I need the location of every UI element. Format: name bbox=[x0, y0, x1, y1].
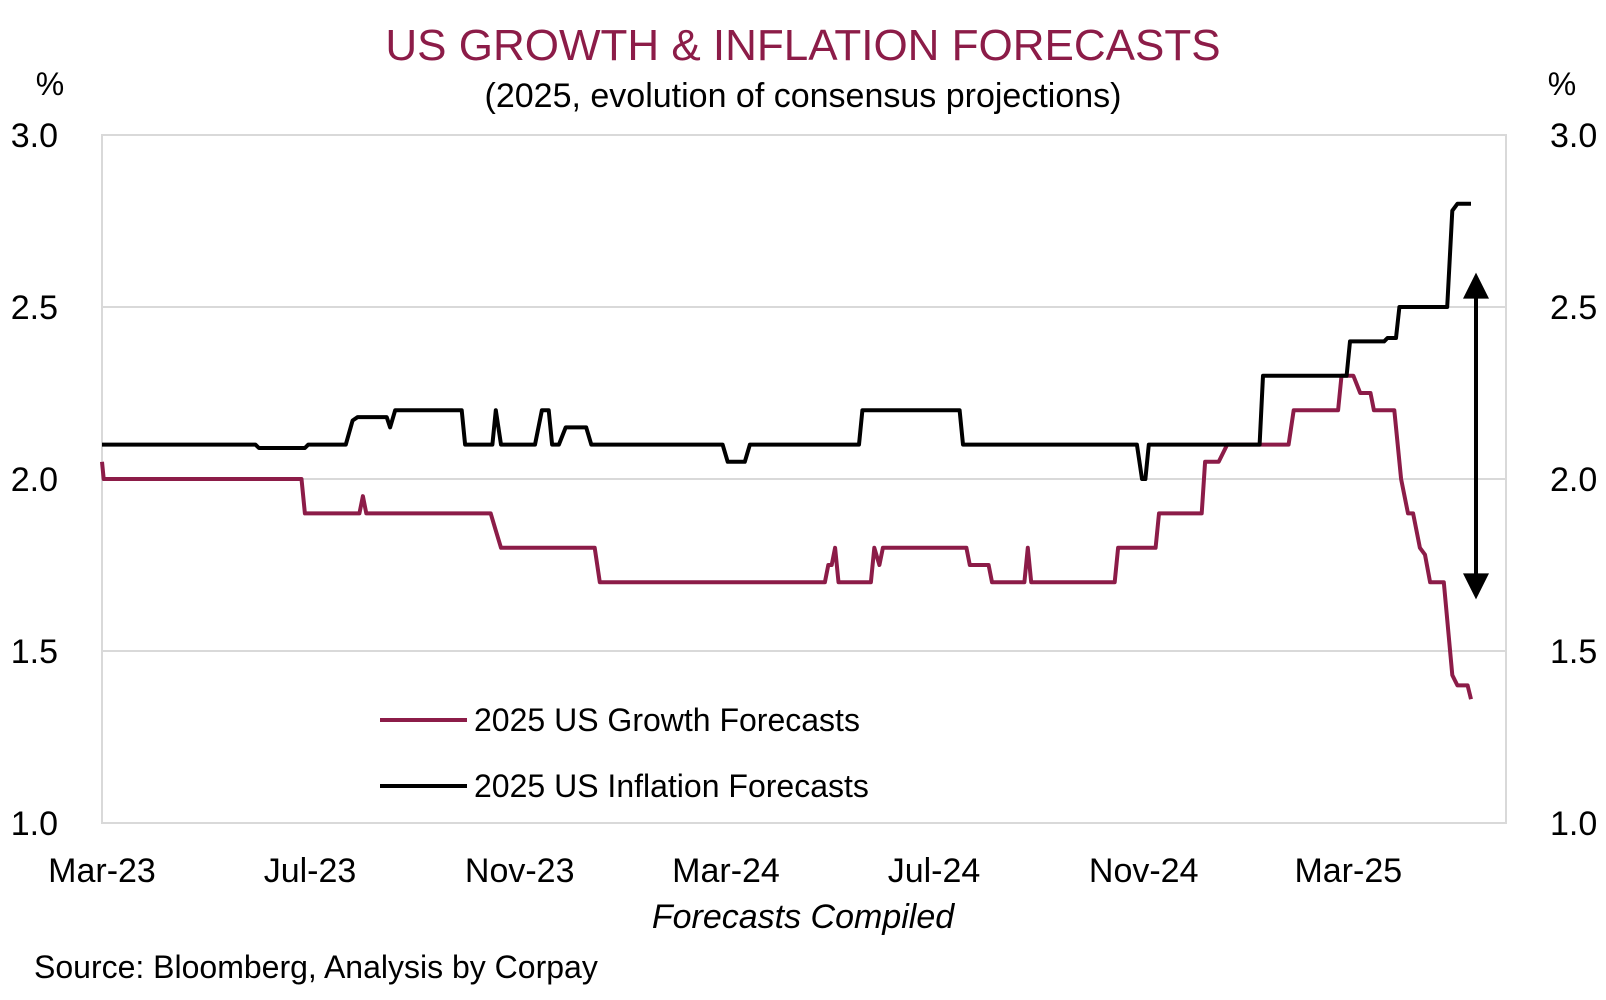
x-tick-label: Nov-23 bbox=[465, 852, 575, 890]
left-axis-unit: % bbox=[36, 66, 64, 102]
y-tick-right: 2.5 bbox=[1550, 289, 1597, 327]
y-tick-right: 2.0 bbox=[1550, 461, 1597, 499]
y-tick-left: 2.5 bbox=[11, 289, 58, 327]
range-arrow bbox=[1463, 272, 1489, 600]
legend: 2025 US Growth Forecasts 2025 US Inflati… bbox=[380, 702, 869, 804]
inflation-forecast-line bbox=[102, 201, 1471, 481]
chart-title: US GROWTH & INFLATION FORECASTS bbox=[385, 21, 1220, 70]
y-tick-left: 2.0 bbox=[11, 461, 58, 499]
arrow-head-down bbox=[1463, 573, 1489, 600]
y-tick-right: 3.0 bbox=[1550, 117, 1597, 155]
legend-label-inflation: 2025 US Inflation Forecasts bbox=[474, 768, 869, 804]
legend-label-growth: 2025 US Growth Forecasts bbox=[474, 702, 860, 738]
right-y-axis: 1.0 1.5 2.0 2.5 3.0 bbox=[1550, 117, 1597, 843]
right-axis-unit: % bbox=[1548, 66, 1576, 102]
x-tick-label: Mar-23 bbox=[48, 852, 156, 890]
x-tick-label: Nov-24 bbox=[1089, 852, 1199, 890]
x-tick-label: Mar-24 bbox=[672, 852, 780, 890]
y-tick-left: 3.0 bbox=[11, 117, 58, 155]
y-tick-right: 1.5 bbox=[1550, 633, 1597, 671]
source-note: Source: Bloomberg, Analysis by Corpay bbox=[34, 949, 598, 985]
y-tick-left: 1.5 bbox=[11, 633, 58, 671]
x-tick-label: Jul-23 bbox=[264, 852, 357, 890]
x-axis: Mar-23 Jul-23 Nov-23 Mar-24 Jul-24 Nov-24 Mar-… bbox=[48, 852, 1402, 890]
left-y-axis: 1.0 1.5 2.0 2.5 3.0 bbox=[11, 117, 58, 843]
x-tick-label: Jul-24 bbox=[888, 852, 981, 890]
chart-subtitle: (2025, evolution of consensus projection… bbox=[485, 77, 1122, 115]
growth-forecast-line bbox=[100, 373, 1473, 700]
series-layer bbox=[100, 201, 1473, 700]
arrow-head-up bbox=[1463, 272, 1489, 299]
x-axis-title: Forecasts Compiled bbox=[652, 898, 955, 936]
x-tick-label: Mar-25 bbox=[1294, 852, 1402, 890]
y-tick-left: 1.0 bbox=[11, 805, 58, 843]
y-tick-right: 1.0 bbox=[1550, 805, 1597, 843]
